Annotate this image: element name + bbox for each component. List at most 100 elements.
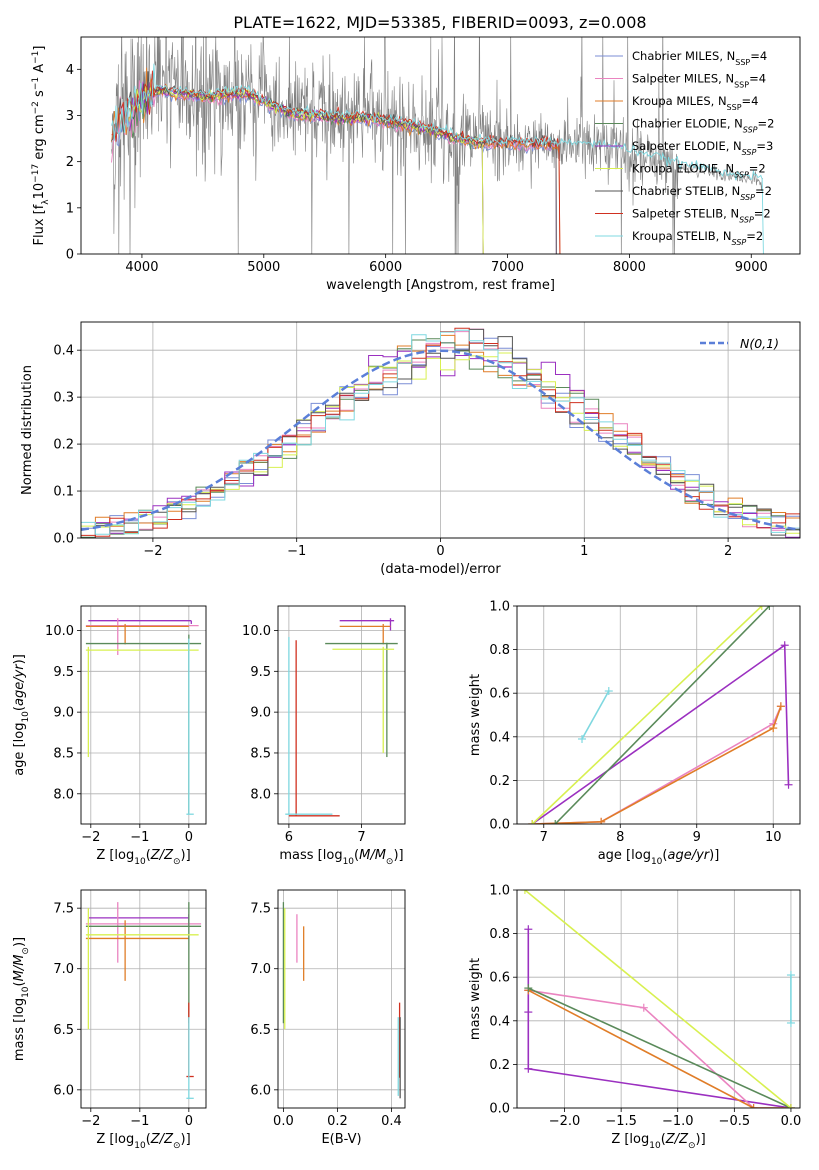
y-tick-label: 0.6 [489, 971, 510, 986]
x-axis-label-part: )] [709, 848, 719, 863]
figure-title: PLATE=1622, MJD=53385, FIBERID=0093, z=0… [233, 13, 646, 32]
x-axis-label-part: ⊙ [173, 1141, 181, 1151]
y-tick-label: 9.5 [250, 665, 271, 680]
weight-line-1 [528, 989, 791, 1108]
plot-area [111, 37, 764, 254]
weight-line-2 [527, 989, 791, 1108]
x-axis-label-part: Z/Z [665, 1132, 689, 1147]
y-axis-label-part: erg cm [32, 114, 47, 163]
x-tick-label: 7 [357, 830, 365, 845]
x-axis-label-part: Z/Z [150, 1132, 174, 1147]
legend-text: Chabrier MILES, N [632, 49, 735, 63]
legend-entry-8: Kroupa STELIB, NSSP=2 [632, 229, 763, 247]
x-axis-label-part: )] [181, 1132, 191, 1147]
legend-entry-7: Salpeter STELIB, NSSP=2 [632, 207, 771, 225]
x-axis-label-part: E(B-V) [321, 1132, 361, 1147]
y-axis-label-part: s [32, 90, 47, 101]
legend-count: =4 [749, 72, 766, 86]
y-axis-label-part: Flux [f [32, 204, 47, 245]
y-tick-label: 7.5 [53, 902, 74, 917]
x-tick-label: 7000 [491, 260, 524, 275]
legend-count: =4 [742, 94, 759, 108]
y-axis-label-part: mass weight [468, 958, 483, 1040]
x-tick-label: 6000 [369, 260, 402, 275]
x-axis-label: Z [log10(Z/Z⊙)] [96, 1132, 190, 1151]
residual-histogram-8 [81, 329, 800, 535]
y-tick-label: 0.4 [489, 1014, 510, 1029]
plot-area [85, 902, 202, 1099]
x-tick-label: 9000 [735, 260, 768, 275]
axes-frame [80, 605, 207, 825]
y-tick-label: 7.5 [250, 902, 271, 917]
y-axis-label: mass weight [468, 958, 483, 1040]
y-tick-label: 10.0 [45, 624, 74, 639]
y-axis-label-part: M/M [12, 955, 27, 982]
model-line-8 [111, 63, 764, 254]
y-tick-label: 0.0 [53, 532, 74, 547]
legend-sub: SSP [739, 215, 754, 224]
legend-normal: N(0,1) [740, 336, 779, 351]
weight-line-0 [531, 643, 790, 824]
y-tick-label: 7.0 [53, 962, 74, 977]
x-axis-label-part: 10 [649, 1141, 661, 1151]
x-axis-label: E(B-V) [321, 1132, 361, 1147]
y-axis-label-part: age/yr [12, 663, 27, 706]
axes-frame [80, 36, 801, 255]
y-axis-label-part: λ [41, 199, 51, 205]
x-axis-label-part: Z/Z [150, 848, 174, 863]
y-axis-label-part: −2 [31, 101, 41, 114]
x-tick-label: 0.0 [781, 1114, 802, 1129]
legend-sub: SSP [727, 103, 742, 112]
y-tick-label: 0 [66, 248, 74, 263]
y-axis-label-part: ( [12, 706, 27, 711]
y-tick-label: 6.0 [53, 1083, 74, 1098]
y-axis-label-part: −1 [31, 51, 41, 64]
x-axis-label: Z [log10(Z/Z⊙)] [96, 848, 190, 867]
weight-line-3 [527, 987, 792, 1108]
x-axis-label: mass [log10(M/M⊙)] [279, 848, 403, 867]
y-axis-label-part: )] [12, 937, 27, 947]
normal-curve [81, 349, 800, 532]
legend-text: Kroupa MILES, N [632, 94, 727, 108]
legend-count: =2 [755, 184, 772, 198]
legend-sub: SSP [735, 58, 750, 67]
y-tick-label: 0.1 [53, 485, 74, 500]
x-axis-label: wavelength [Angstrom, rest frame] [326, 278, 555, 293]
x-tick-label: 2 [724, 544, 732, 559]
x-axis-label-part: (data-model)/error [380, 562, 501, 577]
legend-text: Kroupa STELIB, N [632, 229, 732, 243]
axes-frame [80, 321, 801, 539]
x-axis-label-part: ( [662, 848, 667, 863]
legend-count: =2 [754, 207, 771, 221]
legend-text: Salpeter MILES, N [632, 72, 734, 86]
y-axis-label-part: Normed distribution [20, 365, 35, 495]
legend-text: Salpeter ELODIE, N [632, 139, 742, 153]
y-tick-label: 0.4 [53, 344, 74, 359]
legend-text: Chabrier ELODIE, N [632, 117, 743, 131]
y-axis-label-part: A [32, 64, 47, 77]
x-axis-label-part: ( [146, 1132, 151, 1147]
y-axis-label-part: )] [12, 654, 27, 664]
x-axis-label-part: )] [393, 848, 403, 863]
weight-line-5 [581, 690, 610, 740]
x-tick-label: 0 [436, 544, 444, 559]
plot-area [520, 890, 795, 1108]
y-tick-label: 8.5 [250, 746, 271, 761]
weight-line-2 [532, 706, 782, 824]
y-axis-label: age [log10(age/yr)] [12, 654, 31, 776]
y-tick-label: 0.8 [489, 643, 510, 658]
x-axis-label-part: Z [log [96, 848, 134, 863]
x-axis-label-part: 10 [651, 857, 663, 867]
y-tick-label: 1.0 [489, 600, 510, 615]
y-axis-label: mass [log10(M/M⊙)] [12, 937, 31, 1061]
legend-text: Kroupa ELODIE, N [632, 162, 734, 176]
x-tick-label: −1.5 [605, 1114, 637, 1129]
axes-frame [277, 605, 406, 825]
x-axis-label-part: age/yr [667, 848, 710, 863]
y-tick-label: 0.2 [53, 438, 74, 453]
x-tick-label: −2 [81, 830, 100, 845]
y-tick-label: 8.5 [53, 746, 74, 761]
legend-entry-6: Chabrier STELIB, NSSP=2 [632, 184, 772, 202]
x-tick-label: −1 [130, 1114, 149, 1129]
x-tick-label: 4000 [125, 260, 158, 275]
